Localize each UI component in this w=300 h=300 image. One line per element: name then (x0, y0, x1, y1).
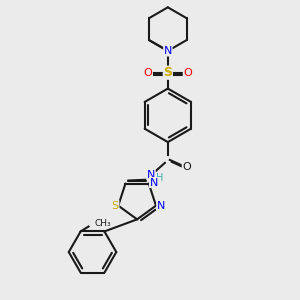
Text: S: S (112, 201, 119, 211)
Text: S: S (163, 66, 172, 79)
Text: H: H (156, 173, 164, 183)
Text: O: O (182, 162, 191, 172)
Text: N: N (147, 170, 155, 180)
Text: N: N (149, 178, 158, 188)
Text: N: N (164, 46, 172, 56)
Text: O: O (183, 68, 192, 78)
Text: N: N (157, 201, 165, 211)
Text: CH₃: CH₃ (94, 219, 111, 228)
Text: O: O (144, 68, 152, 78)
